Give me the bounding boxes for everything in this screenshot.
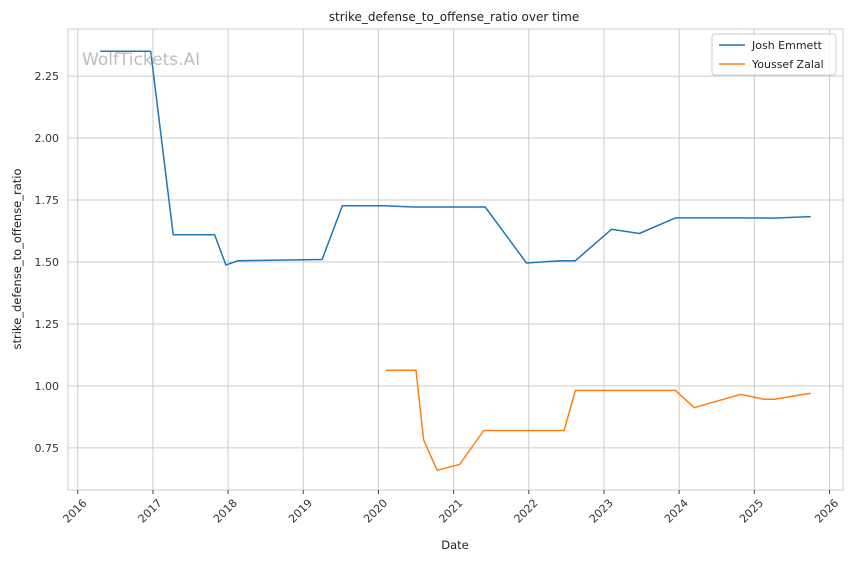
y-tick-label: 2.25 <box>35 70 60 83</box>
y-tick-label: 0.75 <box>35 442 60 455</box>
x-tick-label: 2024 <box>662 497 691 526</box>
series-line-youssef-zalal <box>386 369 811 471</box>
y-axis-label: strike_defense_to_offense_ratio <box>10 168 24 349</box>
x-tick-label: 2022 <box>512 497 541 526</box>
y-tick-label: 1.75 <box>35 194 60 207</box>
x-tick-label: 2017 <box>136 497 165 526</box>
y-tick-label: 1.25 <box>35 318 60 331</box>
x-tick-label: 2026 <box>812 497 841 526</box>
plot-area <box>68 29 843 490</box>
legend-label: Youssef Zalal <box>751 58 824 71</box>
chart-title: strike_defense_to_offense_ratio over tim… <box>329 10 579 24</box>
x-tick-label: 2018 <box>211 497 240 526</box>
x-tick-label: 2021 <box>436 497 465 526</box>
y-axis-ticks: 0.75 1.00 1.25 1.50 1.75 2.00 2.25 <box>35 70 60 455</box>
x-tick-label: 2019 <box>286 497 315 526</box>
plot-frame <box>67 28 844 491</box>
x-tick-label: 2023 <box>587 497 616 526</box>
x-tick-label: 2016 <box>61 497 90 526</box>
x-axis-label: Date <box>441 538 469 552</box>
legend: Josh Emmett Youssef Zalal <box>711 33 837 76</box>
y-tick-label: 1.50 <box>35 256 60 269</box>
x-tick-label: 2020 <box>361 497 390 526</box>
y-tick-label: 2.00 <box>35 132 60 145</box>
legend-label: Josh Emmett <box>751 39 823 52</box>
y-tick-label: 1.00 <box>35 380 60 393</box>
series-lines <box>100 50 811 471</box>
series-line-josh-emmett <box>100 50 811 266</box>
x-tick-label: 2025 <box>737 497 766 526</box>
watermark-text: WolfTickets.AI <box>82 50 200 70</box>
grid-lines <box>68 29 843 490</box>
x-axis-ticks: 2016 2017 2018 2019 2020 2021 2022 2023 2024 2025… <box>61 490 841 526</box>
